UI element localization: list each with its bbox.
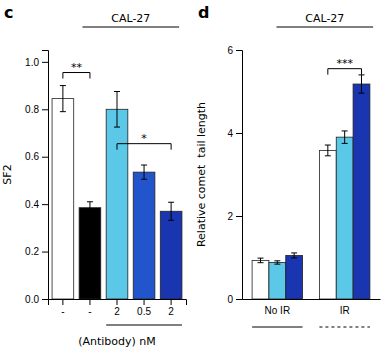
x-tick: - bbox=[61, 299, 64, 317]
y-tick-mark bbox=[236, 216, 242, 217]
y-tick-label: 0 bbox=[227, 294, 233, 305]
group-underline bbox=[319, 327, 369, 328]
panel-label: c bbox=[4, 3, 13, 22]
bar bbox=[252, 260, 269, 299]
x-tick: 2 bbox=[114, 299, 120, 317]
panel: 0.00.20.40.60.81.0--20.52c***CAL-27SF2(A… bbox=[1, 3, 187, 348]
y-tick: 0.4 bbox=[25, 199, 48, 210]
error-bar bbox=[325, 145, 331, 156]
y-tick-mark bbox=[42, 157, 48, 158]
y-tick-mark bbox=[42, 299, 48, 300]
error-bar bbox=[168, 202, 174, 220]
error-bar bbox=[141, 165, 147, 179]
y-axis-line bbox=[236, 51, 243, 300]
y-axis-title: Relative comet tail length bbox=[195, 102, 208, 247]
y-tick-label: 6 bbox=[227, 45, 233, 56]
plot-area bbox=[252, 75, 370, 299]
y-tick-label: 0.4 bbox=[25, 199, 39, 210]
y-tick-label: 4 bbox=[227, 128, 233, 139]
y-axis: 0.0 0.2 0.4 0.6 0.8 1.0 bbox=[25, 51, 48, 305]
y-tick-mark bbox=[42, 109, 48, 110]
x-axis: No IR IR bbox=[243, 299, 381, 316]
bar bbox=[133, 172, 155, 299]
x-tick-mark bbox=[117, 299, 118, 305]
x-tick-mark bbox=[171, 299, 172, 305]
x-tick-mark bbox=[144, 299, 145, 305]
bar bbox=[319, 150, 336, 299]
significance-label: *** bbox=[336, 57, 353, 70]
x-axis-title: (Antibody) nM bbox=[78, 335, 156, 348]
x-tick-label: - bbox=[61, 306, 64, 317]
y-tick: 0 bbox=[227, 294, 242, 305]
group-underline bbox=[252, 327, 302, 328]
y-tick-mark bbox=[42, 62, 48, 63]
y-tick-label: 0.0 bbox=[25, 294, 39, 305]
y-tick: 0.0 bbox=[25, 294, 48, 305]
y-tick: 0.8 bbox=[25, 104, 48, 115]
x-axis: - - 2 0.5 2 bbox=[49, 299, 187, 317]
title-underline bbox=[83, 27, 180, 28]
title: CAL-27 bbox=[111, 12, 150, 25]
plot-area bbox=[52, 86, 182, 299]
y-axis: 0 2 4 6 bbox=[227, 45, 242, 305]
y-tick-label: 0.8 bbox=[25, 104, 39, 115]
panel: 0 2 4 6 No IR IR d *** CAL-27 Relative comet tail… bbox=[195, 3, 381, 327]
y-tick: 0.6 bbox=[25, 151, 48, 162]
x-tick: No IR bbox=[265, 299, 291, 316]
title: CAL-27 bbox=[305, 12, 344, 25]
x-tick-label: 2 bbox=[114, 306, 120, 317]
x-tick-label: No IR bbox=[265, 305, 291, 316]
bar bbox=[52, 99, 74, 299]
x-tick: IR bbox=[340, 299, 350, 316]
y-tick-mark bbox=[236, 133, 242, 134]
bar bbox=[160, 211, 182, 299]
x-tick-label: 2 bbox=[168, 306, 174, 317]
bar bbox=[353, 84, 370, 299]
y-tick-label: 2 bbox=[227, 211, 233, 222]
error-bar bbox=[114, 92, 120, 128]
x-tick-label: 0.5 bbox=[137, 306, 151, 317]
category-underline bbox=[106, 325, 182, 326]
y-tick: 0.2 bbox=[25, 246, 48, 257]
bar bbox=[106, 109, 128, 299]
x-tick: 0.5 bbox=[137, 299, 151, 317]
title-underline bbox=[277, 27, 374, 28]
x-tick: 2 bbox=[168, 299, 174, 317]
y-tick-mark bbox=[42, 252, 48, 253]
error-bar bbox=[274, 261, 280, 264]
error-bar bbox=[258, 258, 264, 263]
y-tick: 2 bbox=[227, 211, 242, 222]
bar bbox=[269, 262, 286, 299]
bar bbox=[336, 137, 353, 299]
significance-label: ** bbox=[71, 61, 83, 74]
x-tick: - bbox=[88, 299, 91, 317]
bar bbox=[286, 255, 303, 299]
x-tick-label: - bbox=[88, 306, 91, 317]
error-bar bbox=[358, 75, 364, 93]
y-tick-mark bbox=[236, 299, 242, 300]
panel-label: d bbox=[198, 3, 209, 22]
y-tick-mark bbox=[236, 50, 242, 51]
error-bar bbox=[291, 253, 297, 258]
x-tick-mark bbox=[89, 299, 90, 305]
y-axis-line bbox=[42, 51, 49, 300]
y-tick-label: 0.2 bbox=[25, 246, 39, 257]
x-tick-label: IR bbox=[340, 305, 350, 316]
y-tick: 4 bbox=[227, 128, 242, 139]
significance-label: * bbox=[141, 132, 147, 145]
y-axis-title: SF2 bbox=[1, 164, 14, 184]
error-bar bbox=[342, 131, 348, 143]
y-tick: 6 bbox=[227, 45, 242, 56]
y-tick: 1.0 bbox=[25, 57, 48, 68]
x-tick-mark bbox=[62, 299, 63, 305]
figure: 0.00.20.40.60.81.0--20.52c***CAL-27SF2(A… bbox=[0, 0, 388, 361]
x-axis-line bbox=[243, 299, 381, 300]
error-bar bbox=[60, 86, 66, 112]
bar bbox=[79, 208, 101, 299]
y-tick-mark bbox=[42, 204, 48, 205]
x-axis-line bbox=[49, 300, 187, 306]
y-tick-label: 0.6 bbox=[25, 151, 39, 162]
error-bar bbox=[87, 202, 93, 214]
y-tick-label: 1.0 bbox=[25, 57, 39, 68]
